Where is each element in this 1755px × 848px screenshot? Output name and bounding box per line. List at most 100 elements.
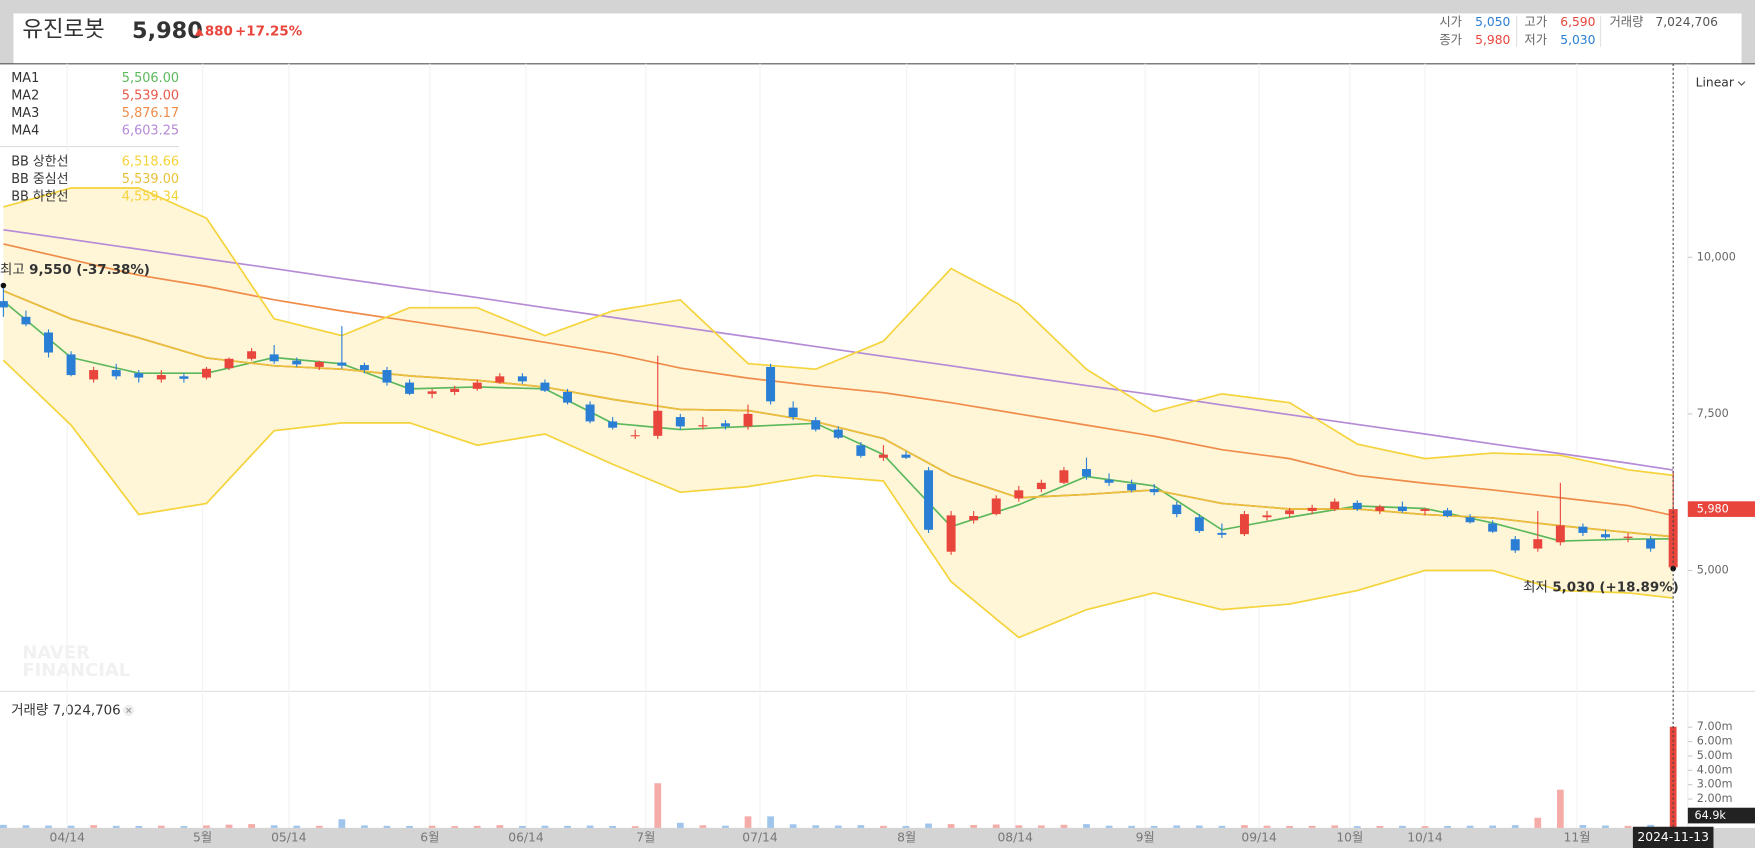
candle-body [1510, 539, 1520, 551]
info-value: 7,024,706 [1655, 15, 1718, 29]
volume-bar [631, 826, 639, 828]
volume-bar [541, 825, 549, 828]
volume-bar [1038, 825, 1045, 828]
annotation-label: 최저 [1523, 580, 1548, 596]
candle-body [1239, 514, 1249, 535]
candle-body [675, 417, 685, 427]
candle-body [1036, 482, 1046, 490]
legend-value: 5,539.00 [122, 88, 179, 103]
candle-body [1646, 539, 1656, 549]
volume-bar [338, 819, 346, 828]
stock-name: 유진로봇 [22, 17, 104, 43]
x-tick-label: 7월 [636, 830, 655, 844]
volume-bar [1624, 825, 1632, 828]
indicator-line [3, 243, 1674, 517]
volume-bar [1489, 825, 1497, 828]
volume-bar [834, 825, 842, 828]
volume-tick-label: 2.00m [1697, 792, 1733, 805]
volume-bar [1376, 825, 1384, 828]
volume-tick-label: 5.00m [1697, 749, 1733, 762]
price-tag-bg [1687, 501, 1755, 517]
volume-bar [315, 825, 323, 828]
volume-bar [1218, 825, 1226, 828]
legend-name: BB 하한선 [11, 189, 68, 204]
volume-bar [1511, 825, 1519, 828]
x-tick-label: 10월 [1336, 830, 1363, 844]
x-tick-label: 04/14 [50, 830, 86, 844]
candle-body [44, 332, 53, 353]
volume-bar [1466, 825, 1474, 828]
volume-bar [248, 824, 255, 828]
volume-bar [1602, 825, 1609, 828]
volume-bar [925, 823, 932, 828]
candle-body [337, 362, 347, 366]
candle-body [1420, 509, 1430, 511]
indicator-line [2, 359, 1674, 639]
volume-bar [293, 825, 301, 828]
candle-body [766, 366, 776, 402]
volume-bar [1353, 826, 1361, 828]
candle-body [517, 376, 527, 382]
candle-body [1330, 501, 1340, 510]
candle-body [1082, 469, 1091, 477]
candle-body [1533, 539, 1543, 549]
x-tick-label: 8월 [897, 830, 916, 844]
volume-bar [1150, 825, 1158, 828]
volume-bar [1173, 825, 1181, 828]
volume-bar [67, 825, 75, 828]
legend-name: BB 상한선 [11, 155, 68, 170]
x-tick-label: 5월 [193, 830, 212, 844]
legend-value: 5,539.00 [122, 172, 179, 187]
volume-bar [90, 825, 98, 828]
info-value: 5,050 [1475, 15, 1510, 29]
stock-price: 5,980 [132, 18, 203, 44]
candle-body [856, 445, 866, 456]
close-icon[interactable] [126, 707, 132, 714]
legend-name: BB 중심선 [11, 172, 68, 187]
volume-bar [406, 825, 413, 828]
volume-bar [1647, 824, 1654, 828]
volume-bar [744, 816, 752, 828]
y-tick-label: 7,500 [1697, 407, 1729, 420]
volume-bar [157, 825, 165, 828]
volume-bar [1331, 825, 1339, 828]
candle-body [788, 407, 798, 418]
volume-bar [654, 783, 662, 828]
volume-bar [812, 825, 820, 828]
volume-bar [1195, 825, 1203, 828]
volume-tag: 64.9k [1695, 809, 1727, 822]
legend-value: 5,876.17 [122, 106, 179, 121]
candle-body [21, 316, 31, 325]
candle-body [382, 370, 392, 383]
volume-bar [361, 825, 368, 828]
legend-name: MA3 [11, 106, 39, 121]
candle-body [1375, 506, 1385, 511]
candle-body [89, 370, 99, 380]
candle-body [472, 382, 482, 389]
candle-body [0, 301, 8, 308]
price-change: 880 [205, 24, 233, 39]
candle-body [540, 382, 550, 391]
volume-bar [1286, 825, 1293, 828]
candle-body [1601, 534, 1610, 538]
x-tick-label: 6월 [420, 830, 439, 844]
candle-body [405, 382, 415, 394]
candle-body [653, 410, 663, 436]
volume-bar [1241, 825, 1248, 828]
volume-bar [722, 825, 729, 828]
candle-body [1149, 489, 1159, 493]
volume-bar [1579, 824, 1587, 828]
annotation-label: 최고 [0, 262, 25, 278]
candle-body [924, 470, 934, 530]
scale-mode[interactable]: Linear [1696, 75, 1735, 89]
volume-tag-bg [1687, 807, 1755, 824]
annotation: 최저 5,030 (+18.89%) [1523, 580, 1679, 596]
candle-body [1059, 470, 1069, 483]
dropdown-chevron[interactable] [1737, 81, 1746, 86]
volume-bar [473, 825, 481, 828]
volume-bar [992, 824, 1000, 828]
candle-body [1352, 502, 1362, 510]
volume-bar [857, 825, 865, 828]
info-value: 5,980 [1475, 33, 1510, 47]
volume-bar [767, 816, 774, 828]
